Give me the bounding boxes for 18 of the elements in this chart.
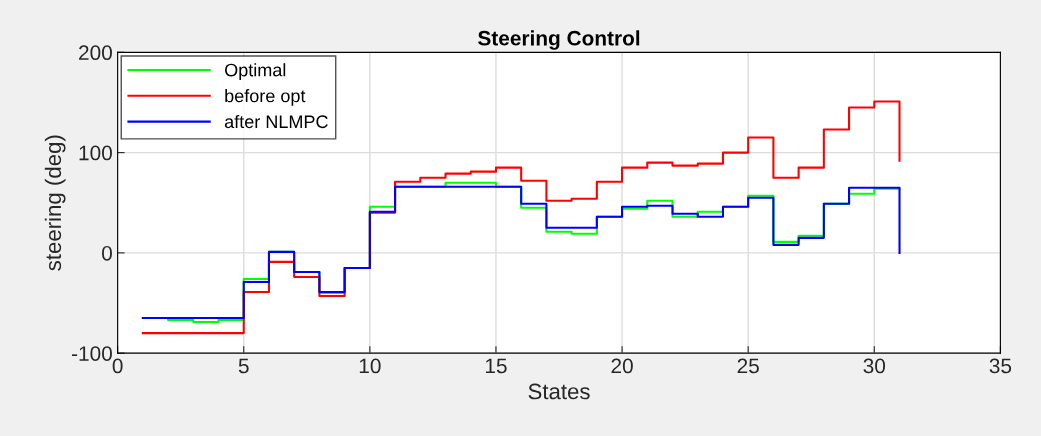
y-axis-title: steering (deg): [44, 135, 66, 271]
chart-title: Steering Control: [478, 30, 640, 50]
x-tick-label: 0: [112, 358, 123, 374]
y-tick-label: 200: [79, 45, 112, 61]
x-tick-label: 20: [611, 358, 633, 374]
x-tick-label: 10: [359, 358, 381, 374]
legend-label: Optimal: [225, 63, 286, 80]
legend-label: after NLMPC: [224, 114, 328, 129]
y-tick-label: 0: [102, 245, 112, 261]
x-tick-label: 30: [863, 358, 886, 374]
x-tick-label: 35: [989, 358, 1012, 374]
y-tick-label: -100: [72, 346, 112, 361]
x-axis-title: States: [528, 383, 590, 400]
x-tick-label: 15: [485, 358, 507, 374]
x-tick-label: 25: [737, 358, 759, 374]
legend-label: before opt: [225, 89, 306, 106]
x-tick-label: 5: [238, 358, 249, 374]
y-tick-label: 100: [79, 145, 112, 161]
